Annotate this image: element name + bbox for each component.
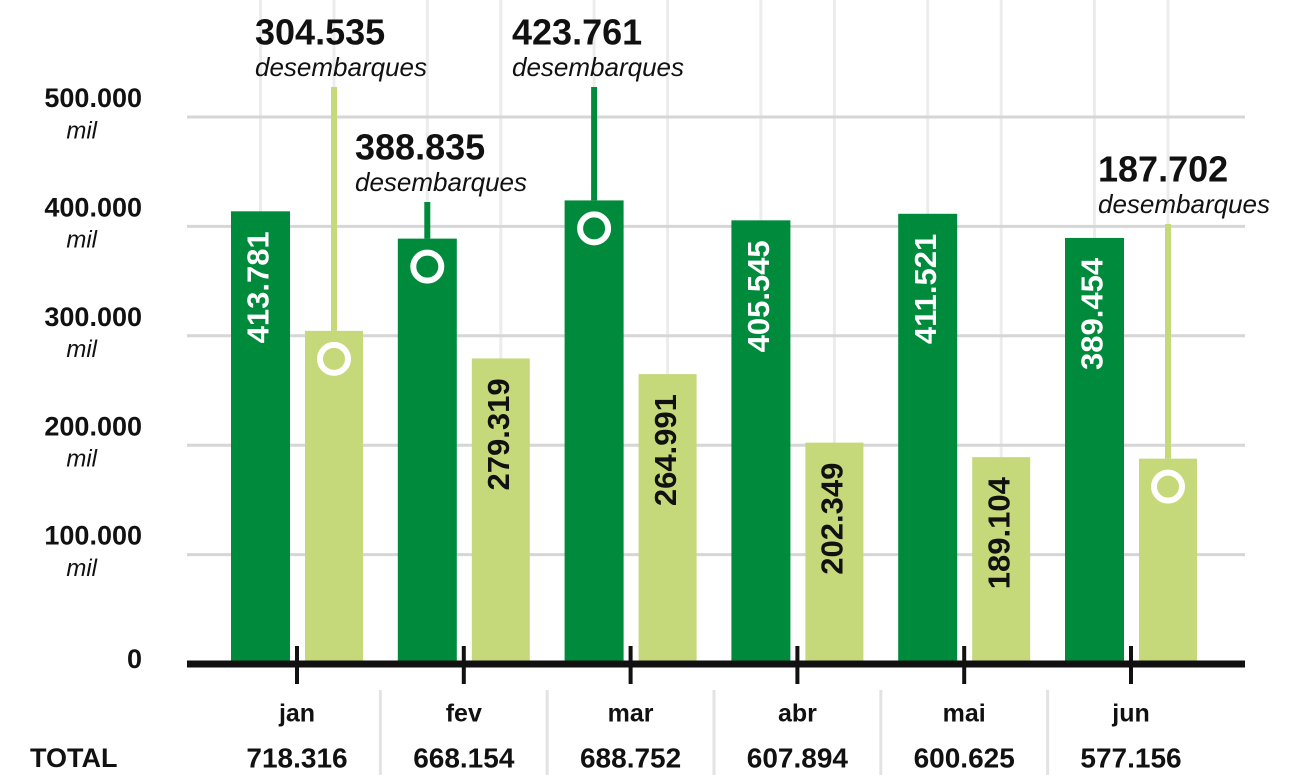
y-tick-label: 100.000 (44, 521, 142, 551)
bar (231, 211, 290, 664)
y-tick-unit: mil (66, 117, 97, 144)
y-tick-label: 400.000 (44, 193, 142, 223)
y-tick-unit: mil (66, 555, 97, 582)
bar (731, 220, 791, 664)
total-value: 577.156 (1080, 742, 1181, 773)
callout-text: desembarques (1098, 189, 1270, 219)
x-tick-label: abr (778, 700, 817, 728)
y-tick-unit: mil (66, 227, 97, 254)
bar (397, 238, 457, 665)
total-title: TOTAL (30, 743, 118, 773)
bar (898, 213, 958, 664)
callout-text: desembarques (255, 52, 427, 82)
y-tick-label: 200.000 (44, 411, 142, 441)
callout-marker (577, 211, 612, 246)
total-value: 688.752 (580, 742, 681, 773)
total-value: 718.316 (246, 742, 347, 773)
callout-text: desembarques (512, 52, 684, 82)
x-tick-label: jan (278, 700, 315, 728)
callout-value: 304.535 (255, 12, 385, 53)
value-label: 405.545 (741, 240, 776, 352)
y-tick-unit: mil (66, 336, 97, 363)
total-value: 668.154 (413, 742, 515, 773)
value-label: 413.781 (241, 231, 276, 343)
bar (805, 442, 864, 664)
value-label: 202.349 (815, 463, 850, 575)
x-tick-label: mai (943, 700, 986, 728)
y-tick-label: 500.000 (44, 83, 142, 113)
y-tick-label: 300.000 (44, 302, 142, 332)
x-tick-label: mar (608, 700, 654, 728)
callout-value: 388.835 (355, 127, 485, 168)
callout-value: 423.761 (512, 12, 642, 53)
bar (1065, 237, 1124, 664)
bar (471, 358, 530, 664)
value-label: 189.104 (981, 476, 1016, 589)
bar (305, 330, 363, 664)
callout-marker (317, 341, 351, 376)
value-label: 279.319 (481, 378, 516, 490)
callout-marker (410, 249, 445, 284)
bar (564, 200, 624, 665)
callout-marker (1151, 469, 1185, 504)
total-value: 600.625 (914, 742, 1015, 773)
callout-text: desembarques (355, 167, 527, 197)
callout-value: 187.702 (1098, 149, 1228, 190)
value-label: 264.991 (648, 394, 683, 506)
total-value: 607.894 (747, 742, 849, 773)
y-tick-label: 0 (127, 644, 142, 674)
value-label: 389.454 (1075, 257, 1110, 370)
x-tick-label: jun (1111, 700, 1150, 728)
x-tick-label: fev (446, 700, 482, 728)
y-tick-unit: mil (66, 446, 97, 473)
bar (638, 374, 697, 664)
value-label: 411.521 (908, 234, 943, 344)
bar (972, 457, 1031, 664)
